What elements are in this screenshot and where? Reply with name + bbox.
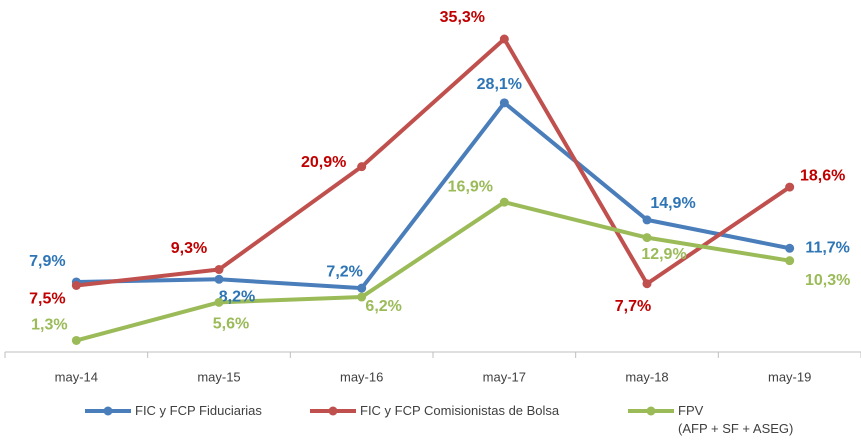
value-label: 6,2% — [365, 298, 401, 315]
x-tick-label: may-15 — [197, 369, 240, 384]
series-line — [75, 200, 790, 343]
value-label: 7,9% — [29, 253, 65, 270]
point — [214, 297, 224, 307]
legend-label: FPV (AFP + SF + ASEG) — [678, 403, 794, 436]
point — [499, 98, 509, 108]
point — [71, 280, 81, 290]
series-line — [76, 37, 791, 288]
point — [785, 243, 795, 253]
point — [214, 265, 224, 275]
value-label: 7,2% — [326, 263, 362, 280]
point — [357, 283, 367, 293]
legend-dot — [646, 406, 656, 416]
point — [499, 197, 509, 207]
value-label: 35,3% — [440, 9, 485, 26]
legend-label: FIC y FCP Comisionistas de Bolsa — [360, 403, 560, 418]
legend-dot — [103, 406, 113, 416]
point — [642, 279, 652, 289]
x-tick-label: may-17 — [483, 369, 526, 384]
x-tick-label: may-18 — [625, 369, 668, 384]
value-label: 1,3% — [31, 317, 67, 334]
value-label: 8,2% — [219, 289, 255, 306]
value-label: 9,3% — [171, 240, 207, 257]
value-label: 5,6% — [213, 316, 249, 333]
value-label: 7,7% — [615, 298, 651, 315]
legend-label: FIC y FCP Fiduciarias — [135, 403, 262, 418]
legend-dot — [328, 406, 338, 416]
value-label: 11,7% — [805, 239, 849, 256]
value-label: 18,6% — [800, 167, 845, 184]
point — [785, 256, 795, 266]
value-label: 14,9% — [650, 195, 695, 212]
value-label: 7,5% — [29, 291, 65, 308]
point — [357, 162, 367, 172]
point — [642, 215, 652, 225]
x-tick-label: may-16 — [340, 369, 383, 384]
series-line — [76, 100, 791, 291]
point — [71, 335, 81, 345]
value-label: 28,1% — [477, 76, 522, 93]
value-label: 16,9% — [448, 178, 493, 195]
point — [357, 292, 367, 302]
value-label: 20,9% — [301, 154, 346, 171]
point — [785, 182, 795, 192]
value-label: 12,9% — [641, 246, 686, 263]
point — [499, 34, 509, 44]
point — [214, 274, 224, 284]
point — [642, 233, 652, 243]
value-label: 10,3% — [805, 272, 850, 289]
x-tick-label: may-14 — [55, 369, 98, 384]
x-tick-label: may-19 — [768, 369, 811, 384]
